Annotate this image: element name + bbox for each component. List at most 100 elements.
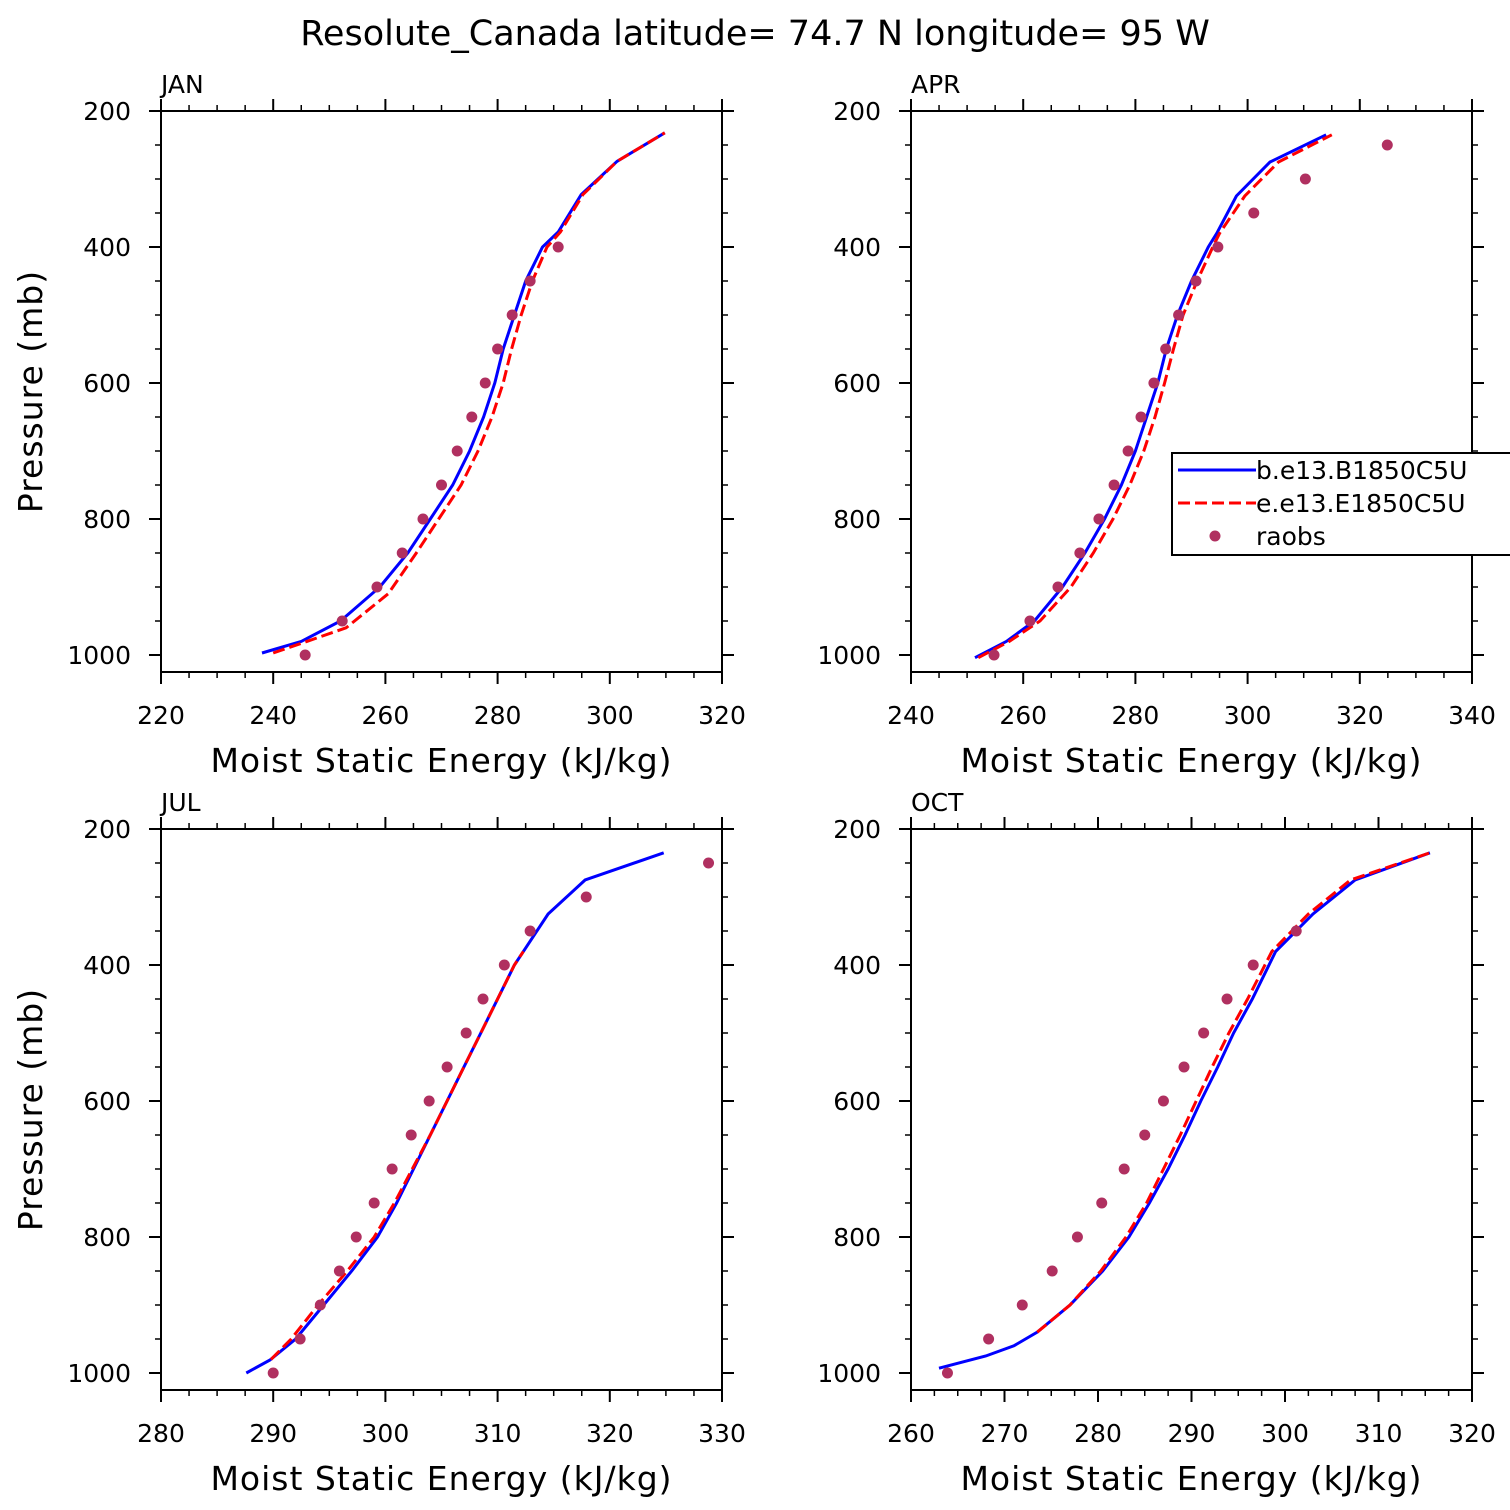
legend: b.e13.B1850C5U e.e13.E1850C5U raobs	[1171, 452, 1510, 556]
x-tick-label: 320	[698, 701, 746, 730]
y-tick-label: 800	[83, 505, 131, 534]
raob-point	[267, 1367, 279, 1379]
raob-point	[1093, 513, 1105, 525]
y-tick-label: 800	[833, 1223, 881, 1252]
raob-point	[1248, 207, 1260, 219]
raob-point	[941, 1367, 953, 1379]
y-tick-label: 400	[833, 951, 881, 980]
y-tick-label: 200	[833, 97, 881, 126]
x-tick-label: 320	[1336, 701, 1384, 730]
raob-point	[983, 1333, 995, 1345]
x-tick-label: 260	[362, 701, 410, 730]
x-tick-label: 220	[137, 701, 185, 730]
raob-point	[386, 1163, 398, 1175]
panel-title: OCT	[911, 788, 964, 817]
raob-point	[314, 1299, 326, 1311]
x-tick-label: 300	[1261, 1419, 1309, 1448]
series-line	[261, 131, 666, 655]
raob-point	[1198, 1027, 1210, 1039]
raob-point	[580, 891, 592, 903]
raob-point	[333, 1265, 345, 1277]
raob-point	[1212, 241, 1224, 253]
x-tick-label: 260	[999, 701, 1047, 730]
raob-point	[371, 581, 383, 593]
raob-point	[703, 857, 715, 869]
x-axis-label: Moist Static Energy (kJ/kg)	[960, 741, 1422, 780]
panel-title: JUL	[159, 788, 201, 817]
legend-label: b.e13.B1850C5U	[1256, 456, 1467, 485]
x-tick-label: 270	[981, 1419, 1029, 1448]
x-tick-label: 290	[1168, 1419, 1216, 1448]
y-tick-label: 600	[83, 369, 131, 398]
y-tick-label: 1000	[817, 1359, 881, 1388]
y-axis-label: Pressure (mb)	[11, 270, 50, 513]
raob-point	[441, 1061, 453, 1073]
x-tick-label: 280	[137, 1419, 185, 1448]
panel: OCT Moist Static Energy (kJ/kg) 260 270 280 2…	[817, 788, 1495, 1498]
x-axis-label: Moist Static Energy (kJ/kg)	[960, 1459, 1422, 1498]
legend-label: raobs	[1256, 522, 1326, 551]
raob-point	[1074, 547, 1086, 559]
raob-point	[477, 993, 489, 1005]
raob-point	[1096, 1197, 1108, 1209]
y-tick-label: 800	[833, 505, 881, 534]
y-tick-label: 1000	[817, 641, 881, 670]
raob-point	[1148, 377, 1160, 389]
raob-point	[1135, 411, 1147, 423]
raob-point	[1046, 1265, 1058, 1277]
y-tick-label: 200	[83, 97, 131, 126]
raob-point	[436, 479, 447, 491]
raob-point	[498, 959, 510, 971]
raob-point	[1160, 343, 1172, 355]
raob-point	[492, 343, 504, 355]
raob-point	[1016, 1299, 1028, 1311]
series-line	[272, 131, 666, 655]
raob-point	[466, 411, 478, 423]
x-tick-label: 280	[474, 701, 522, 730]
raob-point	[1024, 615, 1036, 627]
y-tick-label: 600	[83, 1087, 131, 1116]
raob-point	[1247, 959, 1259, 971]
legend-label: e.e13.E1850C5U	[1256, 489, 1466, 518]
legend-marker	[1209, 530, 1221, 542]
x-axis-label: Moist Static Energy (kJ/kg)	[210, 741, 672, 780]
x-tick-label: 300	[1224, 701, 1272, 730]
raob-point	[524, 925, 536, 937]
raob-point	[1299, 173, 1311, 185]
panel-title: JAN	[159, 70, 204, 99]
y-tick-label: 200	[83, 815, 131, 844]
x-tick-label: 240	[887, 701, 935, 730]
raob-point	[1157, 1095, 1169, 1107]
x-tick-label: 300	[362, 1419, 410, 1448]
x-tick-label: 280	[1074, 1419, 1122, 1448]
series-line	[1036, 851, 1431, 1334]
x-tick-label: 330	[698, 1419, 746, 1448]
y-tick-label: 600	[833, 1087, 881, 1116]
raob-point	[1052, 581, 1064, 593]
x-tick-label: 260	[887, 1419, 935, 1448]
x-tick-label: 310	[1355, 1419, 1403, 1448]
x-tick-label: 310	[474, 1419, 522, 1448]
panel: JAN Moist Static Energy (kJ/kg) Pressure (…	[11, 70, 746, 780]
raob-point	[1221, 993, 1233, 1005]
raob-point	[1190, 275, 1202, 287]
y-axis-label: Pressure (mb)	[11, 988, 50, 1231]
raob-point	[1290, 925, 1302, 937]
series-line	[974, 133, 1327, 660]
raob-point	[1118, 1163, 1130, 1175]
raob-point	[1381, 139, 1393, 151]
x-tick-label: 280	[1112, 701, 1160, 730]
raob-point	[294, 1333, 306, 1345]
plot-frame	[160, 110, 723, 673]
y-tick-label: 400	[833, 233, 881, 262]
panel: APR Moist Static Energy (kJ/kg) 240 260 280 3…	[817, 70, 1510, 780]
x-tick-label: 340	[1448, 701, 1496, 730]
raob-point	[1071, 1231, 1083, 1243]
raob-point	[336, 615, 348, 627]
raob-point	[1173, 309, 1185, 321]
raob-point	[451, 445, 463, 457]
raob-point	[460, 1027, 472, 1039]
raob-point	[299, 649, 311, 661]
raob-point	[423, 1095, 435, 1107]
